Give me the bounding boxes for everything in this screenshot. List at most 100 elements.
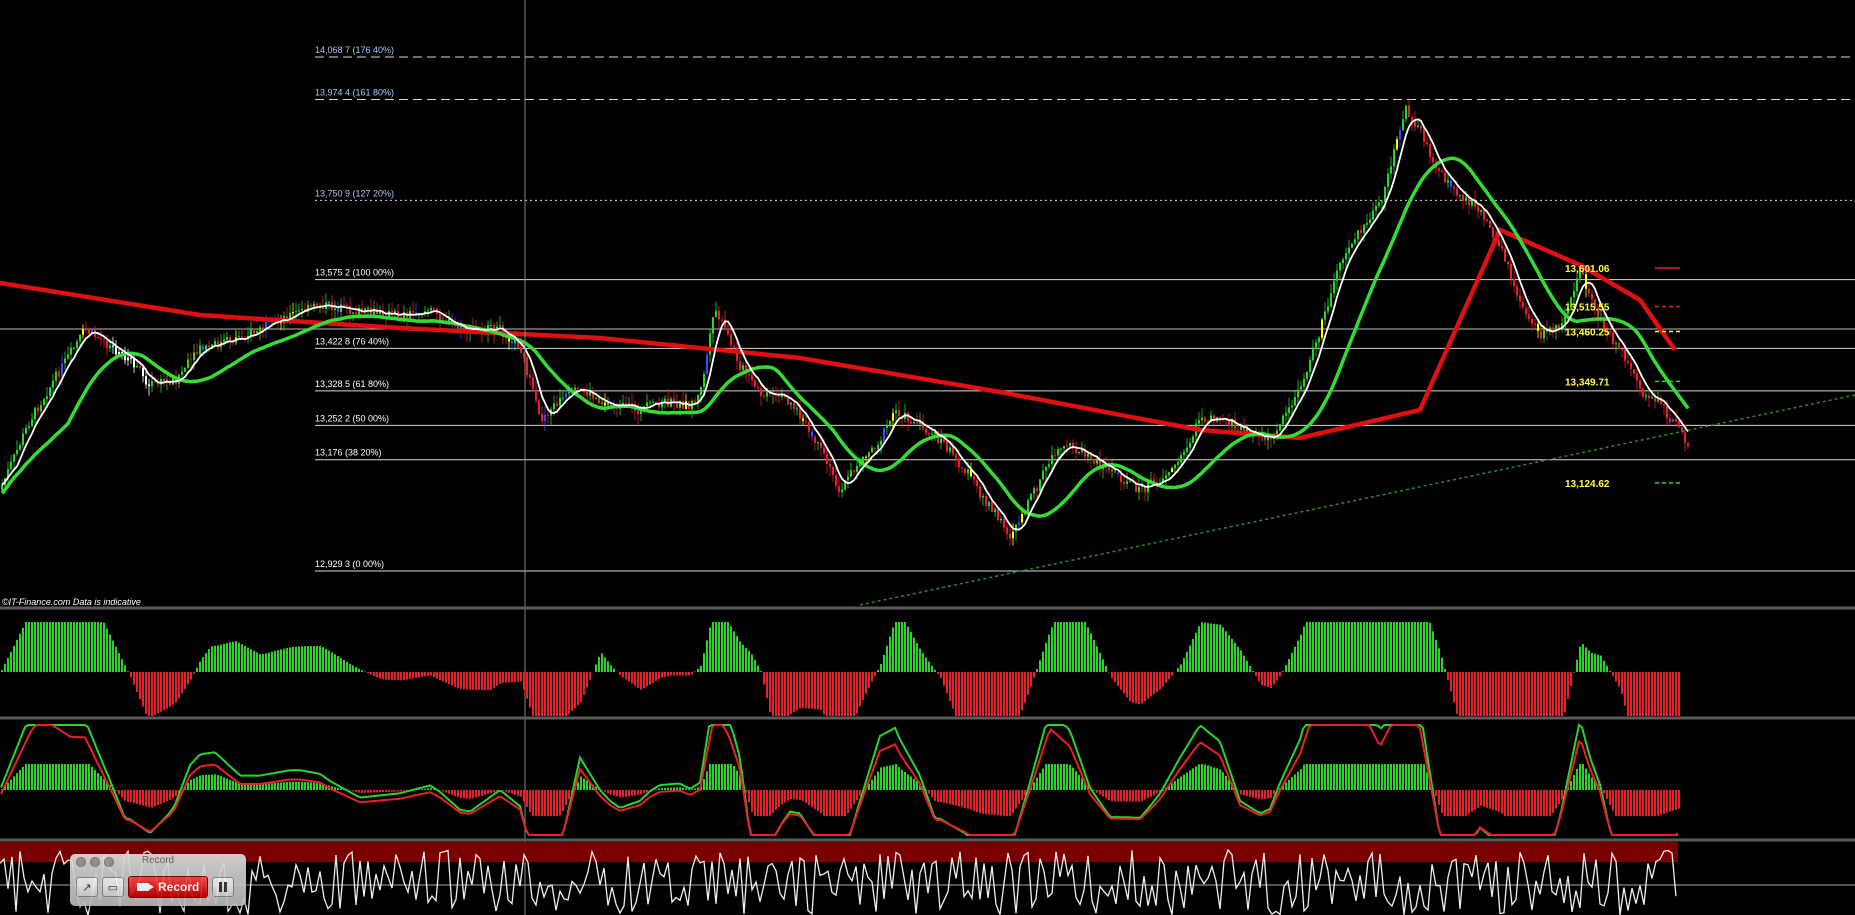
histogram-bar [712,622,714,672]
oscillator-bar [868,783,870,790]
oscillator-bar [142,790,144,806]
oscillator-bar [43,764,45,790]
histogram-bar [106,628,108,672]
pen-tool-button[interactable]: ↗ [76,877,98,897]
candle-body [781,394,783,397]
histogram-bar [1024,672,1026,703]
oscillator-bar [262,783,264,790]
histogram-bar [1297,640,1299,672]
histogram-bar [31,622,33,672]
histogram-bar [109,634,111,672]
recorder-window[interactable]: Record ↗ ▭ Record [70,854,246,906]
histogram-bar [256,652,258,672]
candle-body [1573,291,1575,298]
pause-button[interactable] [212,877,235,897]
candle-body [1543,330,1545,339]
histogram-bar [670,672,672,676]
candle-body [400,317,402,319]
candle-body [139,365,141,368]
candle-body [412,310,414,313]
close-window-button[interactable] [76,857,86,867]
histogram-bar [1324,622,1326,672]
histogram-bar [805,672,807,709]
histogram-bar [1291,652,1293,672]
oscillator-bar [1216,768,1218,790]
candle-body [967,469,969,474]
histogram-bar [1588,650,1590,672]
histogram-bar [754,659,756,672]
recorder-titlebar[interactable]: Record [70,854,246,868]
histogram-bar [1642,672,1644,716]
oscillator-bar [1189,770,1191,790]
histogram-bar [778,672,780,716]
histogram-bar [835,672,837,716]
candle-body [1330,293,1332,307]
histogram-bar [1027,672,1029,695]
record-button[interactable]: Record [128,876,209,898]
candle-body [1204,417,1206,422]
histogram-bar [1252,671,1254,672]
screen-tool-button[interactable]: ▭ [102,877,124,897]
candle-body [829,463,831,467]
histogram-bar [154,672,156,715]
histogram-bar [649,672,651,685]
oscillator-bar [175,790,177,797]
histogram-bar [445,672,447,683]
oscillator-bar [826,790,828,816]
oscillator-bar [1393,764,1395,790]
zoom-window-button[interactable] [104,857,114,867]
candle-body [1318,337,1320,343]
histogram-bar [880,664,882,672]
histogram-bar [1375,622,1377,672]
histogram-bar [865,672,867,694]
oscillator-bar [229,779,231,790]
candle-body [1621,349,1623,351]
oscillator-bar [1093,790,1095,791]
candle-body [1117,472,1119,475]
candle-body [1546,330,1548,333]
fib-label: 14,068 7 (176 40%) [315,45,394,55]
candle-body [886,424,888,428]
minimize-window-button[interactable] [90,857,100,867]
oscillator-bar [670,787,672,790]
candle-body [511,341,513,344]
oscillator-bar [1213,767,1215,790]
candle-body [1402,119,1404,131]
candle-body [1288,407,1290,413]
oscillator-bar [1474,790,1476,810]
candle-body [1540,330,1542,339]
histogram-bar [1615,672,1617,682]
histogram-bar [721,622,723,672]
candle-body [577,387,579,389]
candle-body [1468,197,1470,206]
histogram-bar [1600,655,1602,672]
candle-body [1657,399,1659,402]
histogram-bar [697,668,699,672]
candle-body [1501,245,1503,249]
oscillator-bar [583,778,585,790]
histogram-bar [409,672,411,680]
fib-label: 13,575 2 (100 00%) [315,268,394,278]
histogram-bar [967,672,969,716]
candle-body [760,388,762,396]
oscillator-bar [1642,790,1644,816]
oscillator-bar [1309,764,1311,790]
histogram-bar [1627,672,1629,716]
candle-body [1120,474,1122,483]
candle-body [652,401,654,403]
oscillator-bar [187,782,189,790]
oscillator-bar [463,790,465,799]
oscillator-bar [1285,782,1287,790]
oscillator-bar [457,790,459,798]
histogram-bar [1213,623,1215,672]
histogram-bar [1639,672,1641,716]
oscillator-bar [538,790,540,816]
histogram-bar [1249,665,1251,672]
histogram-bar [1162,672,1164,687]
candle-body [925,428,927,434]
oscillator-bar [28,764,30,790]
histogram-bar [622,672,624,678]
candle-body [70,347,72,355]
